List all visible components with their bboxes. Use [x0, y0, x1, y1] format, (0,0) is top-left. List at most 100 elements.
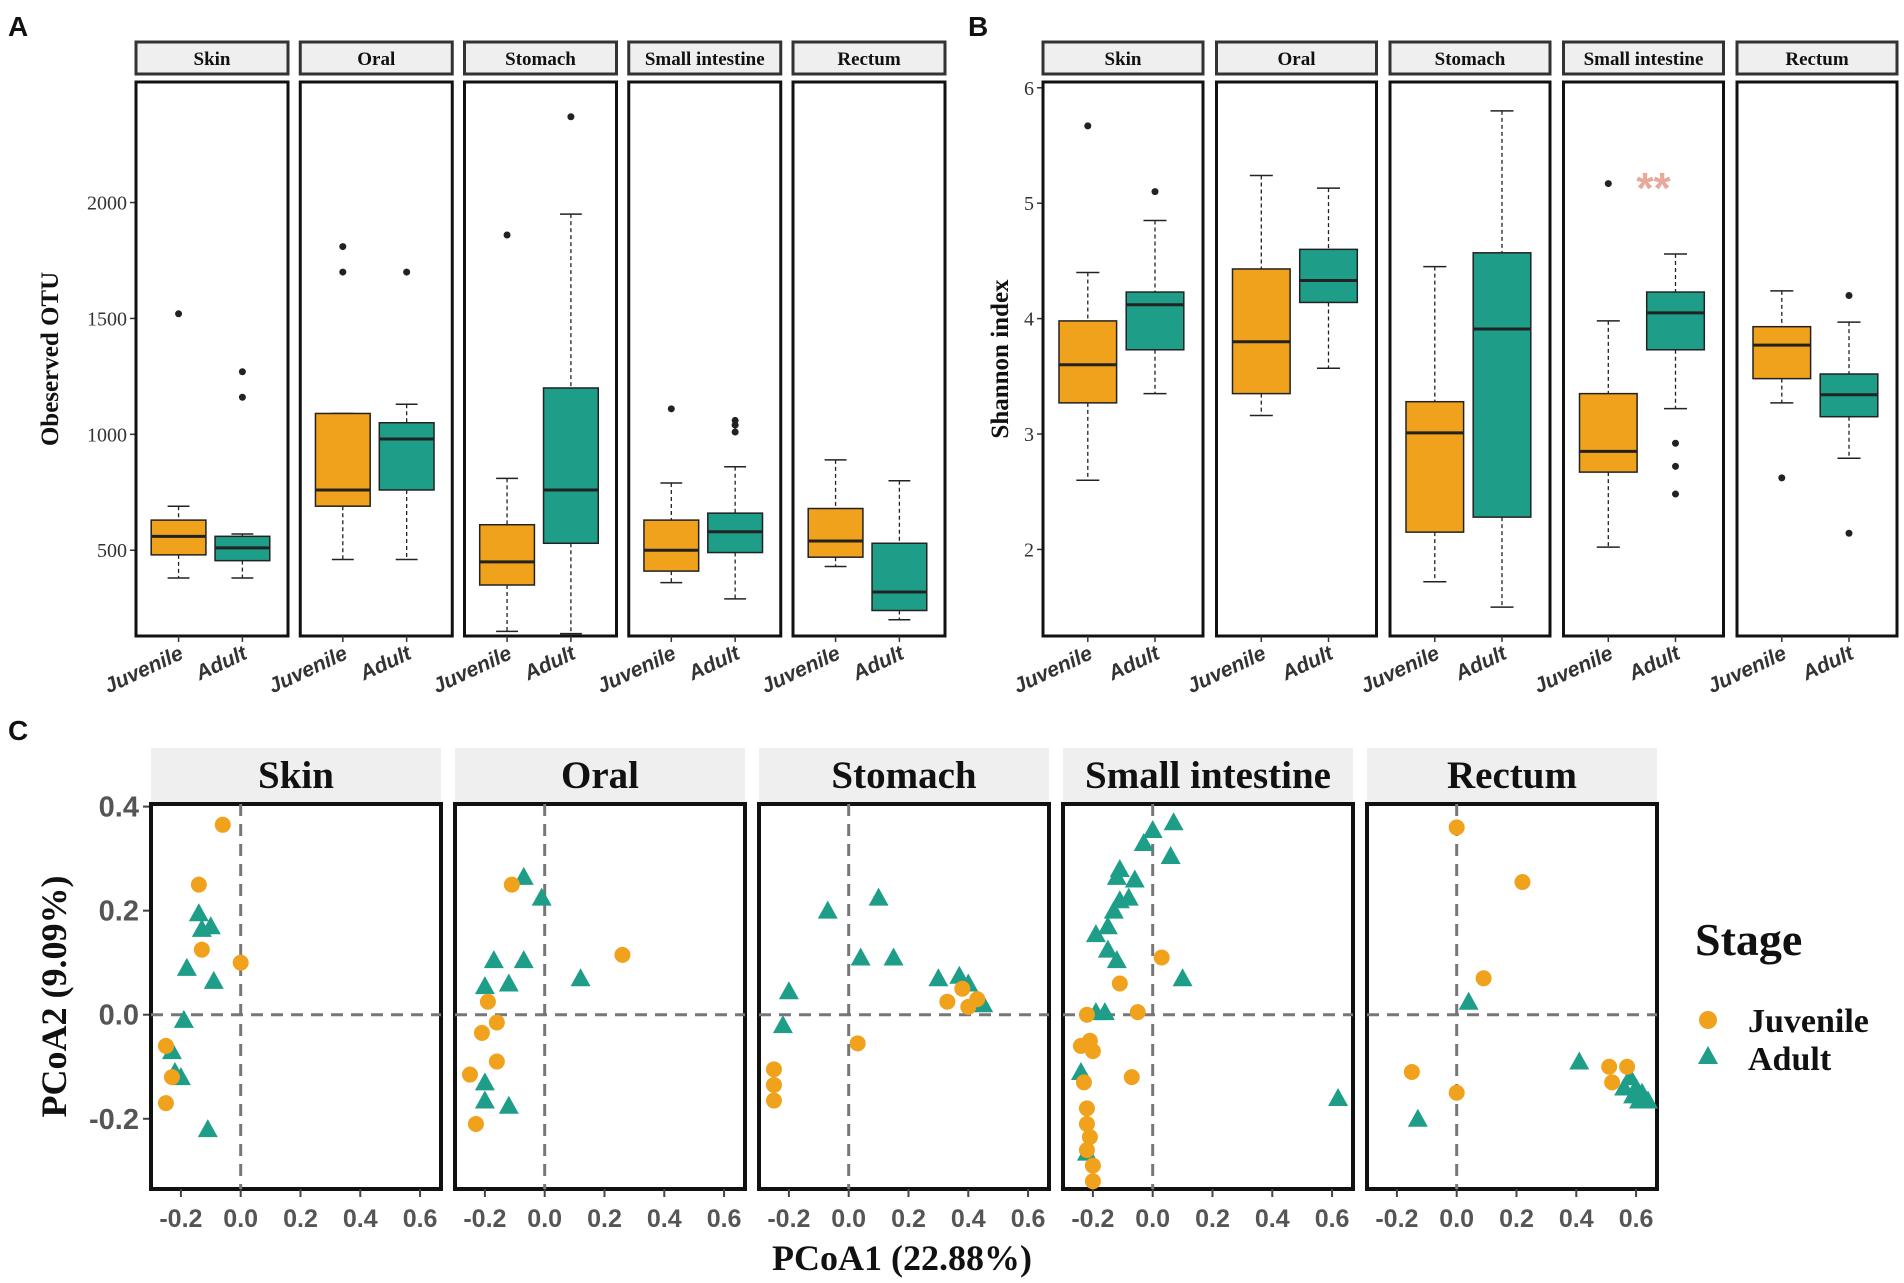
x-tick-label: 0.4: [1255, 1205, 1290, 1233]
adult-point: [1142, 820, 1163, 839]
juvenile-point: [467, 1115, 484, 1132]
juvenile-point: [1078, 1006, 1095, 1023]
facet-strip: [1562, 40, 1725, 76]
juvenile-point: [461, 1066, 478, 1083]
adult-point: [1097, 939, 1118, 958]
x-tick-label: Juvenile: [1010, 642, 1096, 698]
outlier-point: [339, 268, 347, 276]
legend: Stage Juvenile Adult: [1695, 914, 1869, 1078]
adult-point: [817, 900, 838, 919]
x-tick-label: 0.2: [1499, 1205, 1534, 1233]
outlier-point: [1672, 462, 1679, 470]
juvenile-point: [1078, 1141, 1095, 1158]
x-tick-label: 0.0: [527, 1205, 562, 1233]
adult-point: [1103, 900, 1124, 919]
x-tick-label: 0.6: [707, 1205, 742, 1233]
juvenile-point: [488, 1014, 505, 1031]
facet-strip: [791, 40, 947, 76]
box-adult: [1645, 291, 1706, 351]
x-tick-label: -0.2: [463, 1205, 506, 1233]
x-tick-label: 0.6: [403, 1205, 438, 1233]
juvenile-point: [1075, 1074, 1092, 1091]
juvenile-point: [1111, 975, 1128, 992]
box-adult: [1125, 291, 1185, 351]
facet-strip: [151, 748, 441, 804]
juvenile-point: [1448, 1084, 1465, 1101]
x-tick-label: Juvenile: [429, 642, 515, 698]
facet-small-intestine: Small intestine Juvenile Adult **: [1531, 40, 1725, 698]
x-tick-label: 0.0: [831, 1205, 866, 1233]
facet-skin: Skin Juvenile Adult: [1010, 40, 1205, 698]
adult-point: [1160, 846, 1181, 865]
juvenile-point: [614, 946, 631, 963]
facet-title: Skin: [1105, 49, 1142, 70]
x-tick-label: 0.0: [1135, 1205, 1170, 1233]
y-tick-label: 1500: [87, 308, 127, 330]
facet-title: Stomach: [831, 754, 976, 797]
adult-point: [173, 1009, 194, 1028]
facet-skin: Skin Juvenile Adult: [101, 40, 290, 698]
outlier-point: [567, 113, 575, 121]
box-adult: [1472, 252, 1532, 518]
adult-point: [197, 1119, 218, 1138]
outlier-point: [1778, 474, 1786, 482]
juvenile-point: [1403, 1063, 1420, 1080]
legend-juvenile-marker: [1699, 1011, 1717, 1029]
juvenile-point: [1084, 1043, 1101, 1060]
x-tick-label: Juvenile: [1357, 642, 1443, 698]
juvenile-point: [1475, 970, 1492, 987]
outlier-point: [238, 368, 246, 376]
x-tick-label: 0.0: [223, 1205, 258, 1233]
facet-title: Oral: [357, 49, 395, 70]
facet-stomach: Stomach Juvenile Adult: [1357, 40, 1552, 698]
y-tick-label: 6: [1024, 78, 1034, 100]
adult-point: [474, 1072, 495, 1091]
panel-letter-c: C: [8, 715, 28, 746]
juvenile-point: [1129, 1004, 1146, 1021]
juvenile-point: [1153, 949, 1170, 966]
facet-stomach: Stomach Juvenile Adult: [429, 40, 618, 698]
facet-title: Small intestine: [1085, 754, 1331, 797]
facet-strip: [1215, 40, 1378, 76]
x-tick-label: 0.4: [647, 1205, 682, 1233]
y-tick-label: -0.2: [89, 1104, 139, 1136]
adult-point: [949, 965, 970, 984]
juvenile-point: [1084, 1157, 1101, 1174]
outlier-point: [403, 268, 411, 276]
x-tick-label: -0.2: [159, 1205, 202, 1233]
facet-stomach: Stomach -0.2 0.0 0.2 0.4 0.6: [757, 748, 1051, 1233]
adult-point: [1133, 833, 1154, 852]
adult-point: [883, 947, 904, 966]
juvenile-point: [157, 1037, 174, 1054]
facet-title: Skin: [258, 754, 334, 797]
x-tick-label: -0.2: [1375, 1205, 1418, 1233]
adult-point: [498, 973, 519, 992]
adult-point: [498, 1095, 519, 1114]
juvenile-point: [1448, 819, 1465, 836]
y-tick-label: 0.0: [99, 1000, 139, 1032]
x-tick-label: -0.2: [767, 1205, 810, 1233]
x-tick-label: 0.6: [1315, 1205, 1350, 1233]
x-tick-label: Juvenile: [101, 642, 187, 698]
juvenile-point: [503, 876, 520, 893]
facet-strip: [463, 40, 618, 76]
x-tick-label: Juvenile: [758, 642, 844, 698]
x-tick-label: Juvenile: [1531, 642, 1617, 698]
y-tick-label: 500: [97, 540, 127, 562]
facet-panel-border: [298, 80, 454, 638]
juvenile-point: [1084, 1173, 1101, 1190]
chart-a-observed-otu: 500 1000 1500 2000 Obeserved OTU Skin Juvenile…: [37, 40, 947, 698]
adult-point: [1172, 968, 1193, 987]
y-tick-label: 0.4: [99, 792, 139, 824]
juvenile-point: [960, 998, 977, 1015]
x-tick-label: 0.0: [1439, 1205, 1474, 1233]
box-juvenile: [1578, 392, 1638, 473]
juvenile-point: [193, 941, 210, 958]
juvenile-point: [488, 1053, 505, 1070]
outlier-point: [339, 243, 347, 251]
adult-point: [203, 970, 224, 989]
outlier-point: [1672, 490, 1679, 498]
box-juvenile: [1231, 268, 1291, 395]
juvenile-point: [1601, 1058, 1618, 1075]
